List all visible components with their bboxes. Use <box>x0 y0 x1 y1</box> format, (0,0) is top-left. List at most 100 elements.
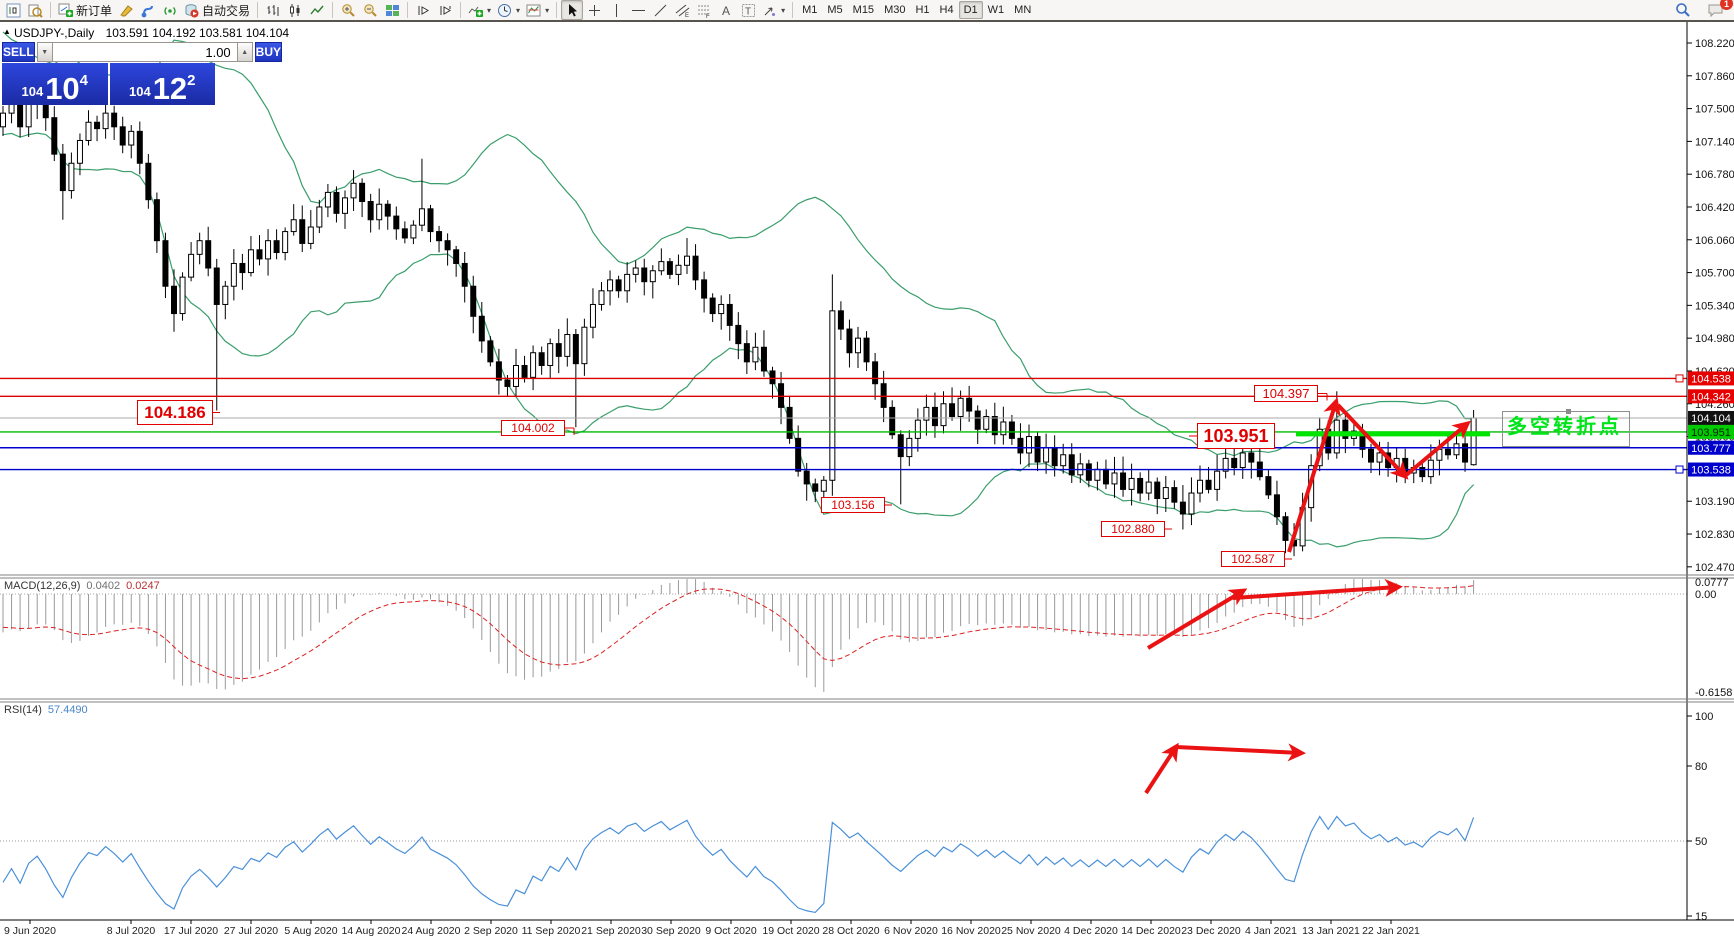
chart-shift-button[interactable] <box>434 0 456 20</box>
search-button[interactable] <box>1672 0 1694 20</box>
styler-icon <box>141 5 153 17</box>
new-order-icon <box>58 3 73 17</box>
rsi-axis-label: 80 <box>1695 761 1707 773</box>
notifications-button[interactable]: 1 <box>1704 0 1733 20</box>
date-axis-label: 4 Jan 2021 <box>1245 925 1297 936</box>
sell-price-sup: 4 <box>79 72 89 89</box>
line-handle[interactable] <box>1675 465 1684 474</box>
styler-button[interactable] <box>137 0 159 20</box>
buy-price-tile[interactable]: 104 12 2 <box>109 63 215 106</box>
timeframe-d1[interactable]: D1 <box>958 1 983 19</box>
price-axis-tick-label: 106.780 <box>1695 169 1734 181</box>
date-axis-label: 11 Sep 2020 <box>522 925 581 936</box>
price-callout-label[interactable]: 103.156 <box>821 497 885 513</box>
rsi-axis-label: 100 <box>1695 711 1713 723</box>
vertical-line-tool-button[interactable] <box>605 0 627 20</box>
trend-arrow[interactable] <box>1403 420 1471 478</box>
sell-price-small: 104 <box>21 84 44 99</box>
buy-price-big: 12 <box>152 71 188 106</box>
price-callout-label[interactable]: 103.951 <box>1197 423 1275 449</box>
chart-canvas[interactable]: 108.220 107.860 107.500 107.140 106.780 106.4… <box>0 22 1734 936</box>
date-axis-label: 14 Dec 2020 <box>1121 925 1181 936</box>
signals-button[interactable] <box>159 0 181 20</box>
trendline-tool-button[interactable] <box>649 0 671 20</box>
timeframe-w1[interactable]: W1 <box>983 1 1010 19</box>
new-order-label: 新订单 <box>76 3 113 18</box>
auto-scroll-button[interactable] <box>412 0 434 20</box>
arrows-tool-button[interactable]: ▾ <box>759 0 788 20</box>
turning-point-annotation[interactable]: 多空转折点 <box>1502 409 1630 447</box>
autotrade-label: 自动交易 <box>202 3 251 18</box>
new-order-button[interactable]: 新订单 <box>55 0 115 20</box>
text-label-tool-button[interactable]: T <box>737 0 759 20</box>
price-callout-label[interactable]: 102.880 <box>1101 521 1165 537</box>
price-callout-label[interactable]: 104.002 <box>501 420 565 436</box>
rsi-indicator-label: RSI(14) 57.4490 <box>4 704 88 716</box>
sell-button[interactable]: SELL <box>2 42 35 62</box>
symbol-name: USDJPY-,Daily <box>14 26 95 40</box>
timeframe-h4[interactable]: H4 <box>935 1 959 19</box>
new-chart-button[interactable] <box>2 0 24 20</box>
fibonacci-tool-button[interactable]: F <box>693 0 715 20</box>
zoom-in-button[interactable] <box>337 0 359 20</box>
timeframe-m5[interactable]: M5 <box>822 1 847 19</box>
line-chart-mode-button[interactable] <box>306 0 328 20</box>
date-axis-label: 27 Jul 2020 <box>224 925 278 936</box>
trend-arrow[interactable] <box>1175 743 1306 762</box>
autotrade-icon <box>185 3 199 17</box>
sell-price-tile[interactable]: 104 10 4 <box>2 63 108 105</box>
trend-arrow[interactable] <box>1336 403 1409 480</box>
date-axis-label: 21 Sep 2020 <box>581 925 641 936</box>
cursor-tool-button[interactable] <box>561 0 584 20</box>
text-tool-button[interactable]: A <box>715 0 737 20</box>
crayon-button[interactable] <box>115 0 137 20</box>
tile-windows-button[interactable] <box>381 0 403 20</box>
trend-arrow[interactable] <box>1232 579 1403 600</box>
trend-arrow[interactable] <box>1146 588 1248 650</box>
price-tag-label: 104.104 <box>1691 413 1731 425</box>
volume-input[interactable] <box>52 42 237 62</box>
price-callout-label[interactable]: 102.587 <box>1221 551 1285 567</box>
autotrade-button[interactable]: 自动交易 <box>181 0 253 20</box>
horizontal-line-tool-button[interactable] <box>627 0 649 20</box>
bollinger-upper-band <box>2 31 1474 457</box>
line-handle[interactable] <box>1675 374 1684 383</box>
main-toolbar: 新订单 自动交易 ▾ ▾ <box>0 0 1734 22</box>
timeframe-mn[interactable]: MN <box>1009 1 1036 19</box>
periods-button[interactable]: ▾ <box>494 0 523 20</box>
trend-arrow[interactable] <box>1287 397 1341 553</box>
timeframe-m30[interactable]: M30 <box>879 1 910 19</box>
price-tag <box>1688 371 1734 386</box>
date-axis-label: 9 Oct 2020 <box>705 925 757 936</box>
zoom-out-button[interactable] <box>359 0 381 20</box>
price-callout-label[interactable]: 104.186 <box>137 400 213 425</box>
trend-arrow[interactable] <box>1144 742 1179 795</box>
zoom-out-icon <box>363 3 377 17</box>
price-tag-label: 103.951 <box>1691 427 1731 439</box>
candle-chart-mode-button[interactable] <box>284 0 306 20</box>
price-axis-tick-label: 106.060 <box>1695 235 1734 247</box>
dropdown-caret-icon: ▾ <box>516 5 521 15</box>
price-tag-label: 103.538 <box>1691 465 1731 477</box>
new-chart-icon <box>6 3 20 17</box>
timeframe-h1[interactable]: H1 <box>910 1 934 19</box>
channel-tool-button[interactable]: E <box>671 0 693 20</box>
price-tag <box>1688 462 1734 477</box>
notification-badge: 1 <box>1720 0 1733 10</box>
volume-decrease-button[interactable]: ▼ <box>36 42 53 62</box>
price-tag-label: 103.777 <box>1691 443 1731 455</box>
macd-indicator-label: MACD(12,26,9) 0.0402 0.0247 <box>4 580 160 592</box>
indicators-button[interactable]: ▾ <box>465 0 494 20</box>
crosshair-tool-button[interactable] <box>583 0 605 20</box>
templates-button[interactable]: ▾ <box>523 0 552 20</box>
bar-chart-mode-button[interactable] <box>262 0 284 20</box>
price-axis-tick-label: 105.700 <box>1695 268 1734 280</box>
volume-increase-button[interactable]: ▲ <box>236 42 253 62</box>
timeframe-m1[interactable]: M1 <box>797 1 822 19</box>
profiles-button[interactable] <box>24 0 46 20</box>
chart-shift-icon <box>440 5 451 15</box>
tile-windows-icon <box>385 4 399 16</box>
price-callout-label[interactable]: 104.397 <box>1254 385 1318 402</box>
buy-button[interactable]: BUY <box>254 42 283 62</box>
timeframe-m15[interactable]: M15 <box>848 1 879 19</box>
